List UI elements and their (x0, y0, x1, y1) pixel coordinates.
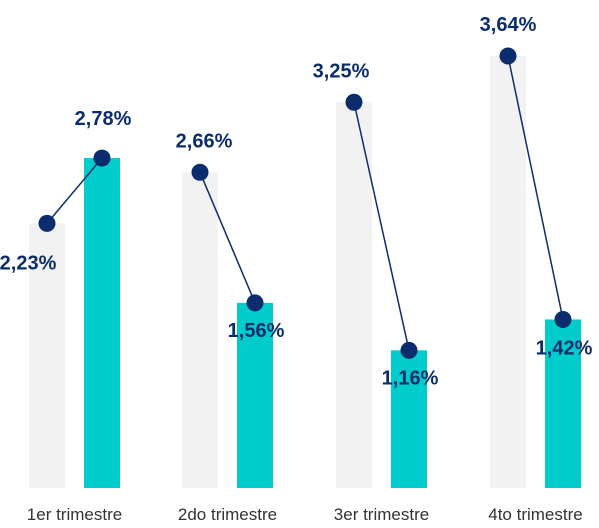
value-label-b: 1,56% (228, 320, 285, 342)
connector-line (507, 55, 564, 320)
marker-b (400, 341, 418, 359)
marker-b (246, 294, 264, 312)
x-axis-label: 4to trimestre (488, 505, 582, 524)
bar-b (84, 158, 120, 489)
value-label-b: 1,42% (536, 337, 593, 359)
bar-a (336, 102, 372, 489)
connector-line (353, 102, 410, 351)
connector-line (46, 157, 103, 224)
value-label-b: 1,16% (382, 367, 439, 389)
series-b-bars (84, 158, 581, 489)
connector-line (199, 172, 256, 304)
marker-b (93, 149, 111, 167)
x-axis-label: 3er trimestre (334, 505, 429, 524)
value-label-b: 2,78% (75, 108, 132, 130)
connector-lines (46, 55, 564, 351)
bar-b (391, 350, 427, 488)
x-axis-labels: 1er trimestre 2do trimestre 3er trimestre 4… (27, 505, 583, 524)
value-label-a: 3,25% (313, 60, 370, 82)
bar-a (490, 56, 526, 488)
marker-a (38, 214, 56, 232)
bar-b (545, 319, 581, 488)
marker-b (554, 310, 572, 328)
marker-a (499, 47, 517, 65)
value-label-a: 2,23% (0, 252, 57, 274)
bar-a (182, 172, 218, 489)
series-a-bars (29, 56, 526, 489)
x-axis-label: 1er trimestre (27, 505, 122, 524)
x-axis-label: 2do trimestre (178, 505, 277, 524)
value-labels: 2,23% 2,78% 2,66% 1,56% 3,25% 1,16% 3,64% 1,42% (0, 14, 593, 389)
bar-b (237, 302, 273, 488)
marker-a (345, 93, 363, 111)
value-label-a: 3,64% (480, 14, 537, 36)
bar-a (29, 223, 65, 489)
marker-a (191, 163, 209, 181)
value-markers (38, 47, 572, 359)
value-label-a: 2,66% (176, 130, 233, 152)
